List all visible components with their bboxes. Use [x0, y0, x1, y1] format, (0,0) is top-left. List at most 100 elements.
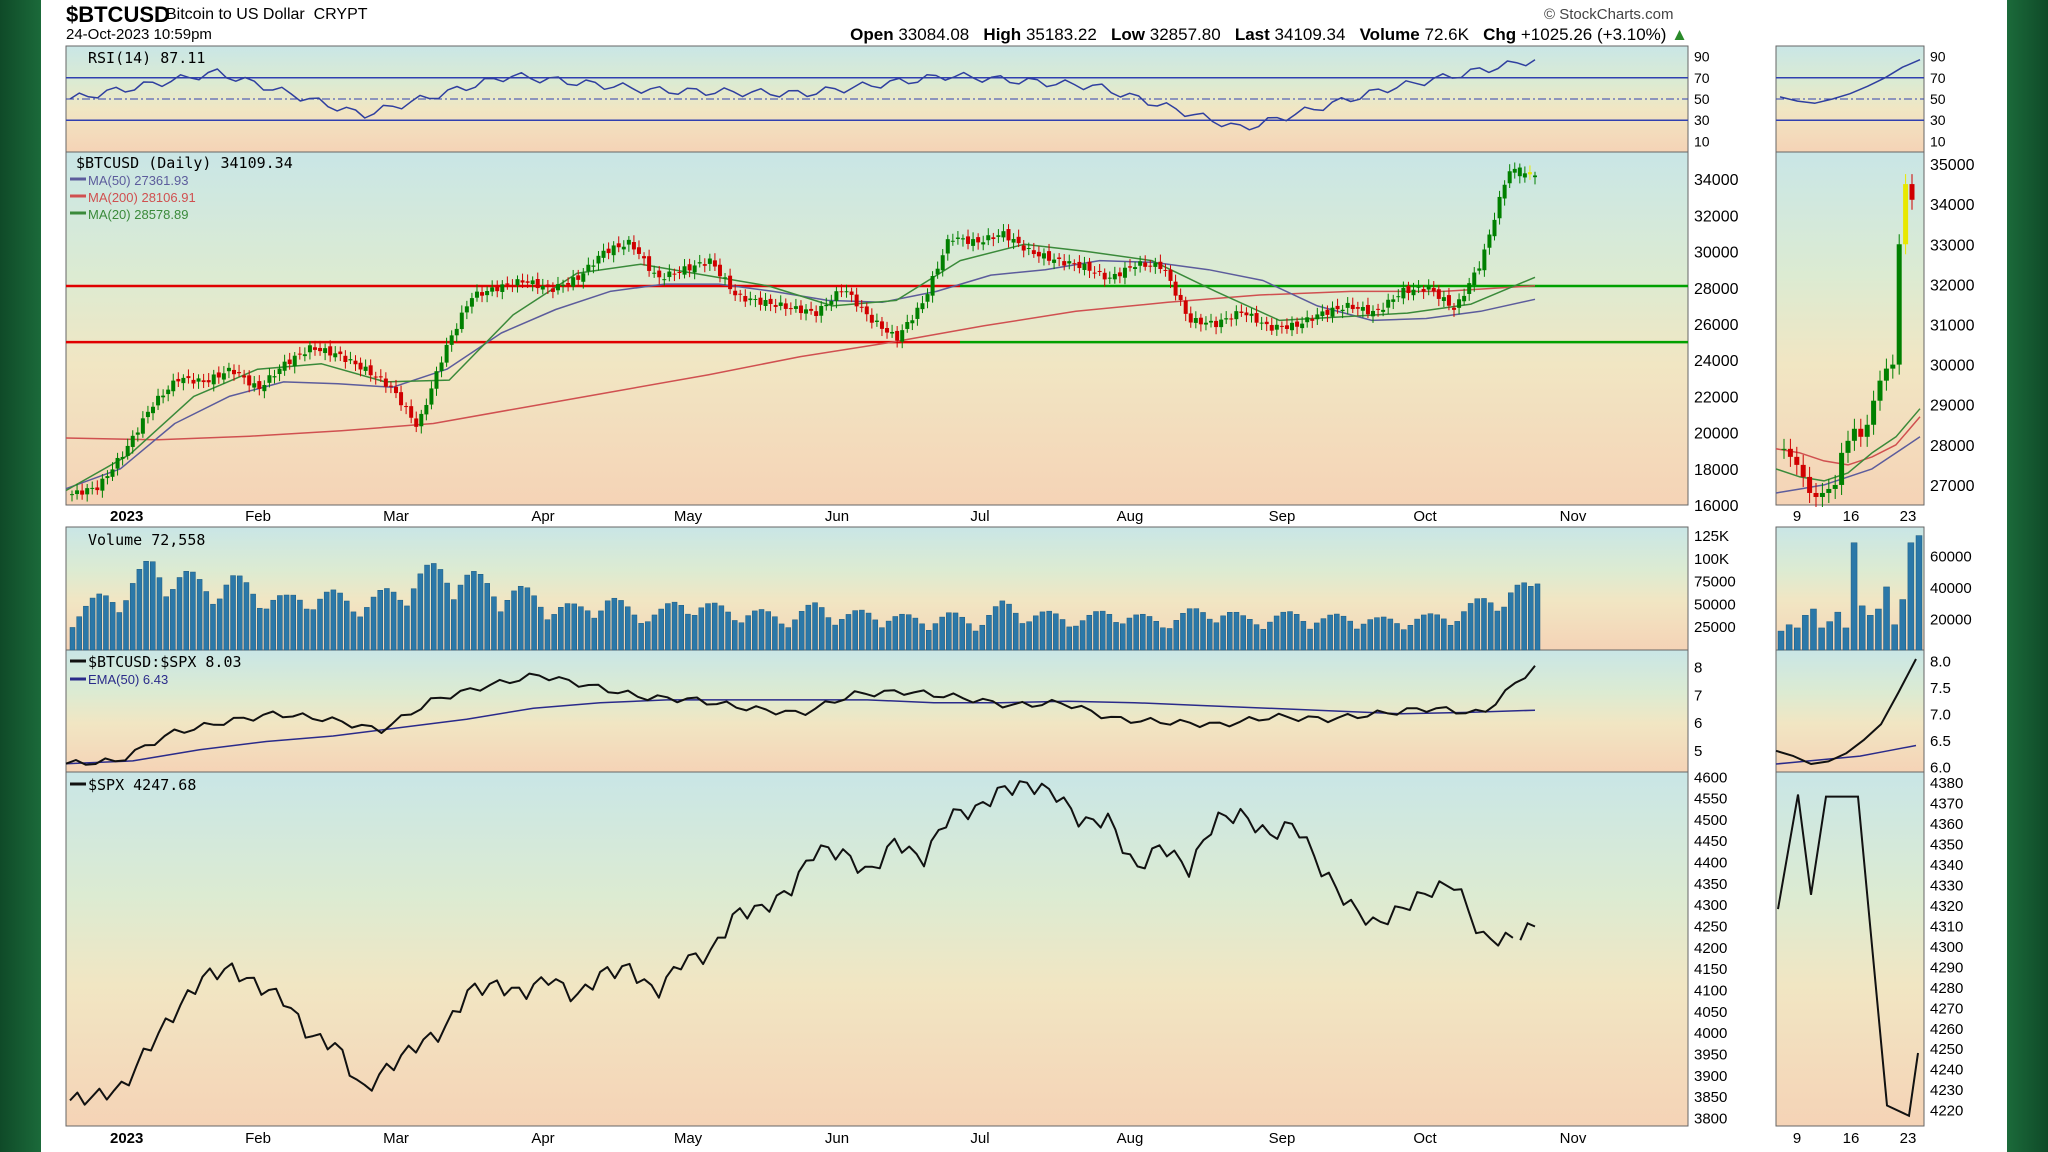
- volume-bar: [812, 602, 818, 651]
- volume-bar: [223, 584, 230, 651]
- volume-bar: [1066, 626, 1072, 651]
- price-candle: [485, 290, 490, 296]
- price-candle: [181, 377, 186, 384]
- price-candle: [1290, 322, 1295, 331]
- price-candle: [1421, 288, 1426, 292]
- volume-bar: [725, 611, 731, 651]
- price-candle: [1158, 261, 1163, 270]
- price-panel: [65, 151, 1689, 506]
- zoom-price-tick-label: 31000: [1930, 317, 1975, 334]
- zoom-volume-bar: [1785, 624, 1793, 651]
- volume-bar: [1193, 608, 1200, 651]
- price-candle: [1300, 323, 1305, 329]
- price-candle: [231, 369, 236, 375]
- price-candle: [550, 288, 555, 292]
- price-candle: [247, 375, 252, 386]
- ratio-tick-label: 5: [1694, 743, 1702, 760]
- volume-bar: [163, 596, 169, 651]
- zoom-ratio-line: [1775, 658, 1917, 765]
- volume-bar: [290, 594, 297, 651]
- volume-bar: [1206, 618, 1213, 651]
- volume-bar: [1507, 592, 1514, 651]
- price-candle: [1224, 318, 1229, 320]
- price-candle: [206, 380, 211, 383]
- volume-bar: [618, 600, 624, 651]
- price-candle: [196, 378, 201, 382]
- price-candle: [1244, 312, 1249, 316]
- zoom-spx-x-tick-label: 23: [1900, 1130, 1917, 1147]
- volume-bar: [1026, 621, 1032, 651]
- price-candle: [1264, 321, 1269, 325]
- price-candle: [955, 237, 960, 239]
- zoom-spx-panel: [1775, 771, 1925, 1127]
- price-candle: [312, 347, 317, 350]
- volume-bar: [250, 593, 256, 651]
- price-candle: [1117, 272, 1122, 277]
- price-candle: [191, 379, 196, 384]
- symbol-title: $BTCUSD: [66, 2, 170, 27]
- price-candle: [459, 312, 464, 330]
- spx-x-tick-label: 2023: [110, 1130, 143, 1147]
- price-candle: [1482, 249, 1487, 271]
- price-candle: [1254, 313, 1259, 323]
- rsi-tick-label: 90: [1694, 49, 1710, 65]
- price-candle: [925, 294, 930, 302]
- volume-bar: [578, 606, 584, 651]
- zoom-spx-tick-label: 4380: [1930, 775, 1963, 792]
- zoom-candle: [1871, 400, 1877, 425]
- price-candle: [166, 389, 171, 395]
- volume-bar: [1160, 627, 1166, 651]
- price-candle: [1067, 261, 1072, 264]
- zoom-volume-bar: [1793, 627, 1801, 651]
- volume-bar: [1260, 628, 1266, 651]
- zoom-ratio-tick-label: 6.0: [1930, 760, 1951, 777]
- price-candle: [1360, 307, 1365, 311]
- zoom-price-tick-label: 27000: [1930, 478, 1975, 495]
- price-candle: [900, 330, 905, 342]
- volume-bar: [216, 598, 223, 651]
- volume-bar: [497, 611, 504, 651]
- price-candle: [586, 264, 591, 272]
- price-candle: [1041, 253, 1046, 259]
- volume-bar: [798, 611, 805, 651]
- volume-bar: [531, 595, 537, 651]
- price-candle: [692, 265, 697, 273]
- spx-x-tick-label: Jul: [970, 1130, 989, 1147]
- price-candle: [495, 286, 500, 292]
- volume-tick-label: 25000: [1694, 619, 1736, 636]
- ma20-line: [65, 243, 1536, 492]
- price-candle: [1436, 289, 1441, 299]
- volume-tick-label: 125K: [1694, 528, 1729, 545]
- volume-bar: [1133, 614, 1139, 651]
- price-candle: [940, 255, 945, 271]
- volume-bar: [926, 630, 932, 651]
- volume-bar: [1006, 603, 1012, 651]
- price-candle: [302, 354, 307, 357]
- volume-bar: [1514, 584, 1521, 651]
- zoom-volume-panel: [1775, 526, 1925, 651]
- volume-bar: [129, 583, 136, 651]
- price-candle: [981, 242, 986, 245]
- volume-bar: [792, 619, 798, 651]
- price-candle: [201, 380, 206, 383]
- zoom-ma200-line: [1775, 416, 1921, 466]
- price-candle: [171, 380, 176, 392]
- volume-bar: [143, 560, 149, 651]
- volume-bar: [136, 569, 143, 651]
- price-candle: [115, 457, 120, 469]
- price-candle: [161, 395, 166, 398]
- price-candle: [662, 279, 667, 281]
- volume-bar: [772, 616, 778, 651]
- volume-bar: [1434, 614, 1440, 651]
- zoom-candle: [1781, 448, 1787, 450]
- price-candle: [1062, 261, 1067, 266]
- zoom-ratio-tick-label: 8.0: [1930, 654, 1951, 671]
- price-candle: [1512, 168, 1517, 173]
- price-candle: [809, 308, 814, 311]
- price-candle: [626, 239, 631, 245]
- volume-bar: [1146, 616, 1153, 651]
- price-candle: [591, 265, 596, 267]
- volume-bar: [1247, 619, 1253, 651]
- price-candle: [748, 298, 753, 301]
- rsi-tick-label: 30: [1694, 112, 1710, 128]
